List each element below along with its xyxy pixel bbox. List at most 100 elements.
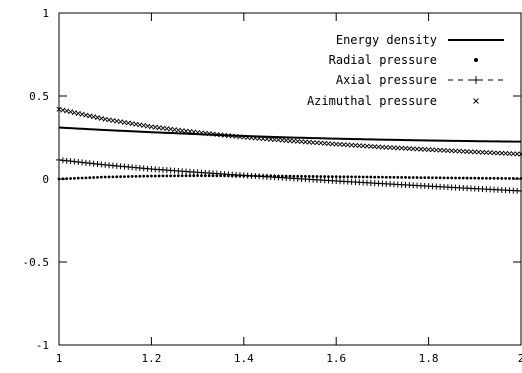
- data-point: [192, 174, 196, 178]
- data-point: [427, 176, 430, 180]
- data-point: [399, 145, 405, 151]
- data-point: [103, 175, 107, 179]
- data-point: [477, 176, 481, 180]
- data-point: [299, 139, 305, 145]
- data-point: [111, 175, 115, 179]
- data-point: [295, 138, 301, 144]
- data-point: [510, 151, 516, 157]
- data-point: [465, 176, 469, 180]
- data-point: [87, 113, 93, 119]
- data-point: [449, 148, 455, 154]
- data-point: [69, 177, 72, 180]
- data-point: [446, 176, 450, 180]
- legend-label: Azimuthal pressure: [307, 94, 437, 108]
- legend: Energy density Radial pressure Axial press…: [307, 33, 504, 108]
- data-point: [302, 139, 308, 145]
- data-point: [387, 145, 393, 151]
- data-point: [133, 121, 139, 127]
- data-point: [64, 108, 70, 114]
- data-point: [68, 109, 74, 115]
- data-point: [119, 175, 122, 179]
- y-tick-label: -0.5: [23, 256, 50, 269]
- data-point: [196, 174, 200, 178]
- data-point: [383, 144, 389, 150]
- data-point: [411, 176, 415, 179]
- data-point: [130, 175, 134, 178]
- data-point: [418, 146, 424, 152]
- data-point: [65, 177, 69, 181]
- data-point: [376, 144, 382, 150]
- data-point: [157, 174, 161, 178]
- x-tick-label: 1.2: [141, 352, 161, 365]
- data-point: [473, 176, 477, 180]
- data-point: [153, 174, 157, 178]
- data-point: [319, 175, 323, 178]
- data-point: [469, 176, 473, 180]
- data-point: [361, 175, 365, 179]
- data-point: [472, 149, 478, 155]
- data-point: [491, 150, 497, 156]
- data-point: [126, 175, 130, 178]
- data-point: [511, 177, 515, 180]
- data-point: [460, 148, 466, 154]
- data-point: [453, 148, 459, 154]
- data-point: [346, 175, 350, 179]
- data-point: [92, 176, 96, 179]
- data-point: [123, 175, 126, 178]
- data-point: [99, 175, 103, 179]
- data-point: [57, 177, 61, 181]
- data-point: [445, 148, 451, 154]
- data-point: [499, 150, 505, 156]
- data-point: [468, 149, 474, 155]
- series-radial-pressure: [57, 174, 522, 181]
- data-point: [337, 141, 343, 147]
- data-point: [129, 121, 135, 127]
- data-point: [379, 144, 385, 150]
- data-point: [341, 142, 347, 148]
- data-point: [314, 140, 320, 146]
- data-point: [360, 143, 366, 149]
- data-point: [75, 110, 81, 116]
- data-point: [407, 176, 411, 179]
- data-point: [137, 122, 143, 128]
- data-point: [200, 174, 203, 178]
- data-point: [373, 175, 377, 179]
- data-point: [476, 149, 482, 155]
- data-point: [311, 175, 315, 178]
- data-point: [176, 174, 180, 178]
- data-point: [481, 176, 484, 180]
- data-point: [404, 176, 407, 179]
- data-point: [80, 176, 84, 180]
- data-point: [400, 175, 404, 179]
- data-point: [323, 175, 327, 178]
- data-point: [106, 117, 112, 123]
- data-point: [503, 150, 509, 156]
- data-point: [429, 147, 435, 153]
- y-tick-label: 0.5: [29, 90, 49, 103]
- data-point: [327, 175, 330, 178]
- data-point: [433, 147, 439, 153]
- data-point: [180, 174, 184, 178]
- data-point: [508, 177, 511, 180]
- x-tick-label: 2: [518, 352, 522, 365]
- data-point: [365, 175, 369, 179]
- data-point: [368, 143, 374, 149]
- data-point: [392, 175, 396, 179]
- data-point: [114, 118, 120, 124]
- data-point: [461, 176, 465, 180]
- data-point: [395, 145, 401, 151]
- x-tick-label: 1.6: [326, 352, 346, 365]
- data-point: [334, 175, 338, 179]
- data-point: [349, 142, 355, 148]
- data-point: [322, 140, 328, 146]
- y-tick-label: 0: [42, 173, 49, 186]
- data-point: [496, 176, 500, 180]
- data-point: [310, 139, 316, 145]
- data-point: [364, 143, 370, 149]
- data-point: [291, 138, 297, 144]
- data-point: [125, 120, 131, 126]
- data-point: [519, 177, 522, 180]
- data-point: [357, 175, 361, 179]
- data-point: [138, 174, 142, 178]
- data-point: [94, 115, 101, 121]
